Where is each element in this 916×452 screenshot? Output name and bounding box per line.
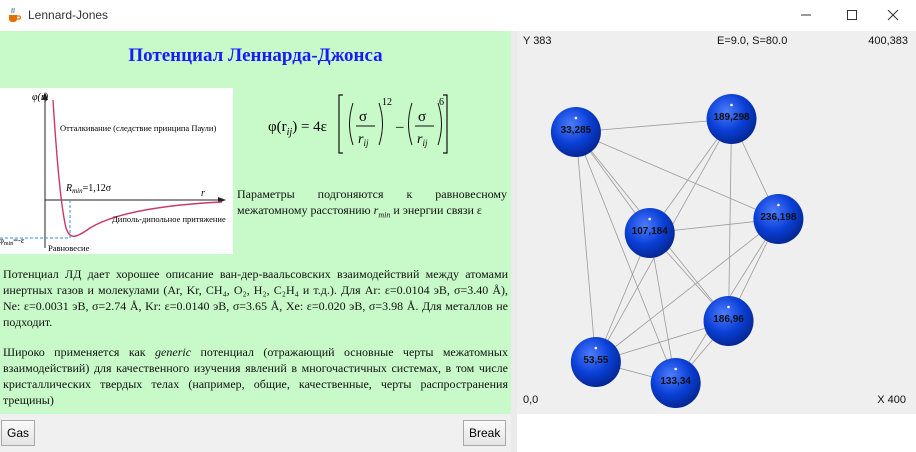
bond-line — [595, 218, 779, 363]
atom-sphere[interactable] — [550, 107, 601, 157]
formula-r-2: rij — [417, 132, 428, 148]
atom-sphere[interactable] — [753, 194, 804, 244]
atom-label: 186,96 — [713, 314, 744, 325]
rmin-label: Rmin=1,12σ — [65, 183, 112, 195]
split-divider[interactable] — [511, 31, 517, 452]
params-text: Параметры подгоняются к равновесному меж… — [237, 187, 507, 220]
potential-curve-figure: φ(r) r Отталкивание (следствие принципа … — [0, 88, 233, 254]
formula-sigma-1: σ — [359, 109, 367, 125]
bond-line — [575, 131, 597, 363]
info-panel: Потенциал Леннарда-Джонса φ(r) r Отталки… — [0, 31, 511, 414]
atom[interactable]: 133,34 — [650, 358, 701, 408]
break-button[interactable]: Break — [463, 420, 507, 446]
energy-readout: E=9.0, S=80.0 — [717, 35, 788, 47]
lj-formula: φ(rij) = 4ε σ rij 12 – σ rij 6 — [268, 94, 448, 154]
atom-center-dot — [574, 116, 578, 120]
bond-line — [575, 131, 677, 384]
formula-left-bracket — [338, 94, 343, 154]
formula-paren-2-left — [408, 102, 413, 146]
atom-label: 236,198 — [760, 212, 797, 223]
formula-paren-1-right — [378, 102, 383, 146]
x-axis-readout: X 400 — [877, 394, 906, 406]
formula-sigma-2: σ — [418, 109, 426, 125]
atom[interactable]: 186,96 — [703, 296, 754, 346]
minimize-icon — [801, 14, 811, 16]
atom[interactable]: 53,55 — [570, 337, 621, 387]
atom-sphere[interactable] — [570, 337, 621, 387]
atoms-layer: 53,55 133,34 186,96 107,184 236,198 33,285 189… — [550, 94, 804, 408]
atom-sphere[interactable] — [706, 94, 757, 144]
page-title: Потенциал Леннарда-Джонса — [128, 45, 383, 66]
description-paragraph-2: Широко применяется как generic потенциал… — [3, 345, 508, 407]
atom-center-dot — [777, 203, 780, 207]
atom[interactable]: 189,298 — [706, 94, 757, 144]
phi-axis-arrow — [42, 92, 48, 100]
formula-paren-2-right — [437, 102, 442, 146]
simulation-canvas[interactable]: 53,55 133,34 186,96 107,184 236,198 33,285 189… — [517, 31, 916, 414]
close-icon — [887, 9, 899, 21]
atom-label: 107,184 — [632, 226, 669, 237]
atom[interactable]: 33,285 — [550, 107, 601, 157]
potential-curve — [52, 99, 223, 237]
bond-line — [728, 118, 732, 322]
formula-lhs: φ(rij) = 4ε — [268, 119, 327, 138]
formula-paren-1-left — [349, 102, 354, 146]
atom-center-dot — [594, 346, 598, 350]
close-button[interactable] — [870, 0, 916, 30]
atom-center-dot — [648, 217, 652, 221]
atom[interactable]: 107,184 — [624, 208, 675, 258]
atom-label: 189,298 — [713, 112, 750, 123]
atom-center-dot — [730, 103, 733, 107]
corner-coordinate-readout: 400,383 — [868, 35, 908, 47]
repulsion-label: Отталкивание (следствие принципа Паули) — [60, 123, 216, 133]
java-cup-icon — [9, 7, 22, 22]
atom[interactable]: 236,198 — [753, 194, 804, 244]
equilibrium-label: Равновесие — [48, 243, 90, 253]
y-axis-readout: Y 383 — [523, 35, 552, 47]
gas-button[interactable]: Gas — [1, 420, 36, 446]
atom-label: 53,55 — [583, 355, 608, 366]
maximize-button[interactable] — [829, 0, 875, 30]
button-bar: Gas Break — [0, 414, 511, 452]
formula-exponent-12: 12 — [382, 97, 392, 108]
atom-scene[interactable]: 53,55 133,34 186,96 107,184 236,198 33,285 189… — [517, 31, 916, 414]
title-bar: Lennard-Jones — [0, 0, 916, 31]
bond-line — [575, 131, 779, 220]
atom-label: 33,285 — [561, 125, 592, 136]
atom-label: 133,34 — [660, 376, 691, 387]
window-title: Lennard-Jones — [28, 8, 109, 22]
atom-center-dot — [674, 367, 677, 371]
atom-sphere[interactable] — [624, 208, 675, 258]
formula-exponent-6: 6 — [439, 97, 444, 108]
attraction-label: Диполь-дипольное притяжение — [112, 214, 226, 224]
phi-axis-label: φ(r) — [32, 92, 49, 103]
maximize-icon — [847, 10, 857, 20]
atom-sphere[interactable] — [650, 358, 701, 408]
origin-readout: 0,0 — [523, 394, 539, 406]
formula-minus: – — [395, 119, 404, 135]
formula-r-1: rij — [358, 132, 369, 148]
minimize-button[interactable] — [783, 0, 829, 30]
formula-right-bracket — [443, 94, 448, 154]
description-paragraph-1: Потенциал ЛД дает хорошее описание ван-д… — [3, 267, 508, 329]
r-axis-label: r — [201, 188, 205, 199]
phimin-label: φmin=-ε — [0, 235, 25, 247]
atom-sphere[interactable] — [703, 296, 754, 346]
atom-center-dot — [727, 305, 730, 309]
bond-line — [575, 118, 732, 133]
